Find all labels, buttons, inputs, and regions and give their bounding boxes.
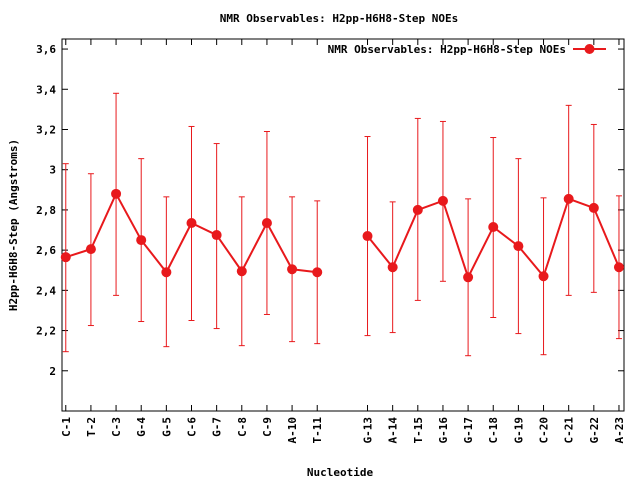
x-tick-label: C-9 [261, 417, 274, 437]
plot-frame [61, 38, 625, 412]
chart-title: NMR Observables: H2pp-H6H8-Step NOEs [220, 12, 458, 25]
x-tick-label: T-2 [85, 417, 98, 437]
x-tick-label: A-14 [387, 417, 400, 444]
x-tick-label: C-3 [110, 417, 123, 437]
data-point [161, 267, 172, 278]
y-tick-label: 3,2 [36, 123, 56, 136]
data-point [538, 271, 549, 282]
data-point [387, 262, 398, 273]
y-tick-label: 2,8 [36, 204, 56, 217]
data-point [60, 252, 71, 263]
data-point [261, 217, 272, 228]
x-tick-label: C-18 [487, 417, 500, 444]
data-point [563, 193, 574, 204]
series-layer [60, 92, 624, 357]
data-point [85, 244, 96, 255]
data-point [437, 195, 448, 206]
x-tick-label: C-8 [236, 417, 249, 437]
x-tick-label: G-5 [160, 417, 173, 437]
y-tick-label: 2,6 [36, 244, 56, 257]
data-point [463, 272, 474, 283]
x-tick-label: A-10 [286, 417, 299, 444]
x-tick-label: A-23 [613, 417, 626, 444]
x-tick-label: G-17 [462, 417, 475, 444]
data-point [312, 267, 323, 278]
x-tick-label: C-21 [563, 417, 576, 444]
data-point [287, 264, 298, 275]
x-tick-label: G-4 [135, 417, 148, 437]
data-point [513, 241, 524, 252]
y-axis-label: H2pp-H6H8-Step (Angstroms) [7, 139, 20, 311]
x-tick-label: C-1 [60, 417, 73, 437]
legend-label: NMR Observables: H2pp-H6H8-Step NOEs [328, 43, 566, 56]
data-point [588, 202, 599, 213]
x-tick-label: G-22 [588, 417, 601, 444]
x-tick-label: G-19 [512, 417, 525, 444]
x-tick-label: G-16 [437, 417, 450, 444]
data-point [136, 235, 147, 246]
x-tick-label: C-6 [185, 417, 198, 437]
data-point [211, 230, 222, 241]
x-tick-label: T-11 [311, 417, 324, 444]
data-point [412, 204, 423, 215]
data-point [236, 266, 247, 277]
y-tick-label: 3,6 [36, 43, 56, 56]
y-tick-label: 3 [49, 164, 56, 177]
x-tick-label: G-7 [211, 417, 224, 437]
legend: NMR Observables: H2pp-H6H8-Step NOEs [328, 43, 606, 56]
data-point [111, 188, 122, 199]
data-point [613, 262, 624, 273]
data-point [362, 231, 373, 242]
x-axis-label: Nucleotide [307, 466, 374, 479]
x-tick-label: T-15 [412, 417, 425, 444]
x-tick-label: C-20 [538, 417, 551, 444]
data-point [186, 217, 197, 228]
y-tick-label: 3,4 [36, 83, 56, 96]
y-tick-label: 2,2 [36, 325, 56, 338]
x-tick-label: G-13 [362, 417, 375, 444]
data-point [488, 222, 499, 233]
y-tick-label: 2 [49, 365, 56, 378]
legend-marker [584, 44, 595, 54]
axes: 2 2,2 2,4 2,6 2,8 3 3,2 3,4 3,6 C-1 T-2 C-3 G-4 G-5 C-… [36, 39, 626, 444]
y-tick-label: 2,4 [36, 284, 56, 297]
